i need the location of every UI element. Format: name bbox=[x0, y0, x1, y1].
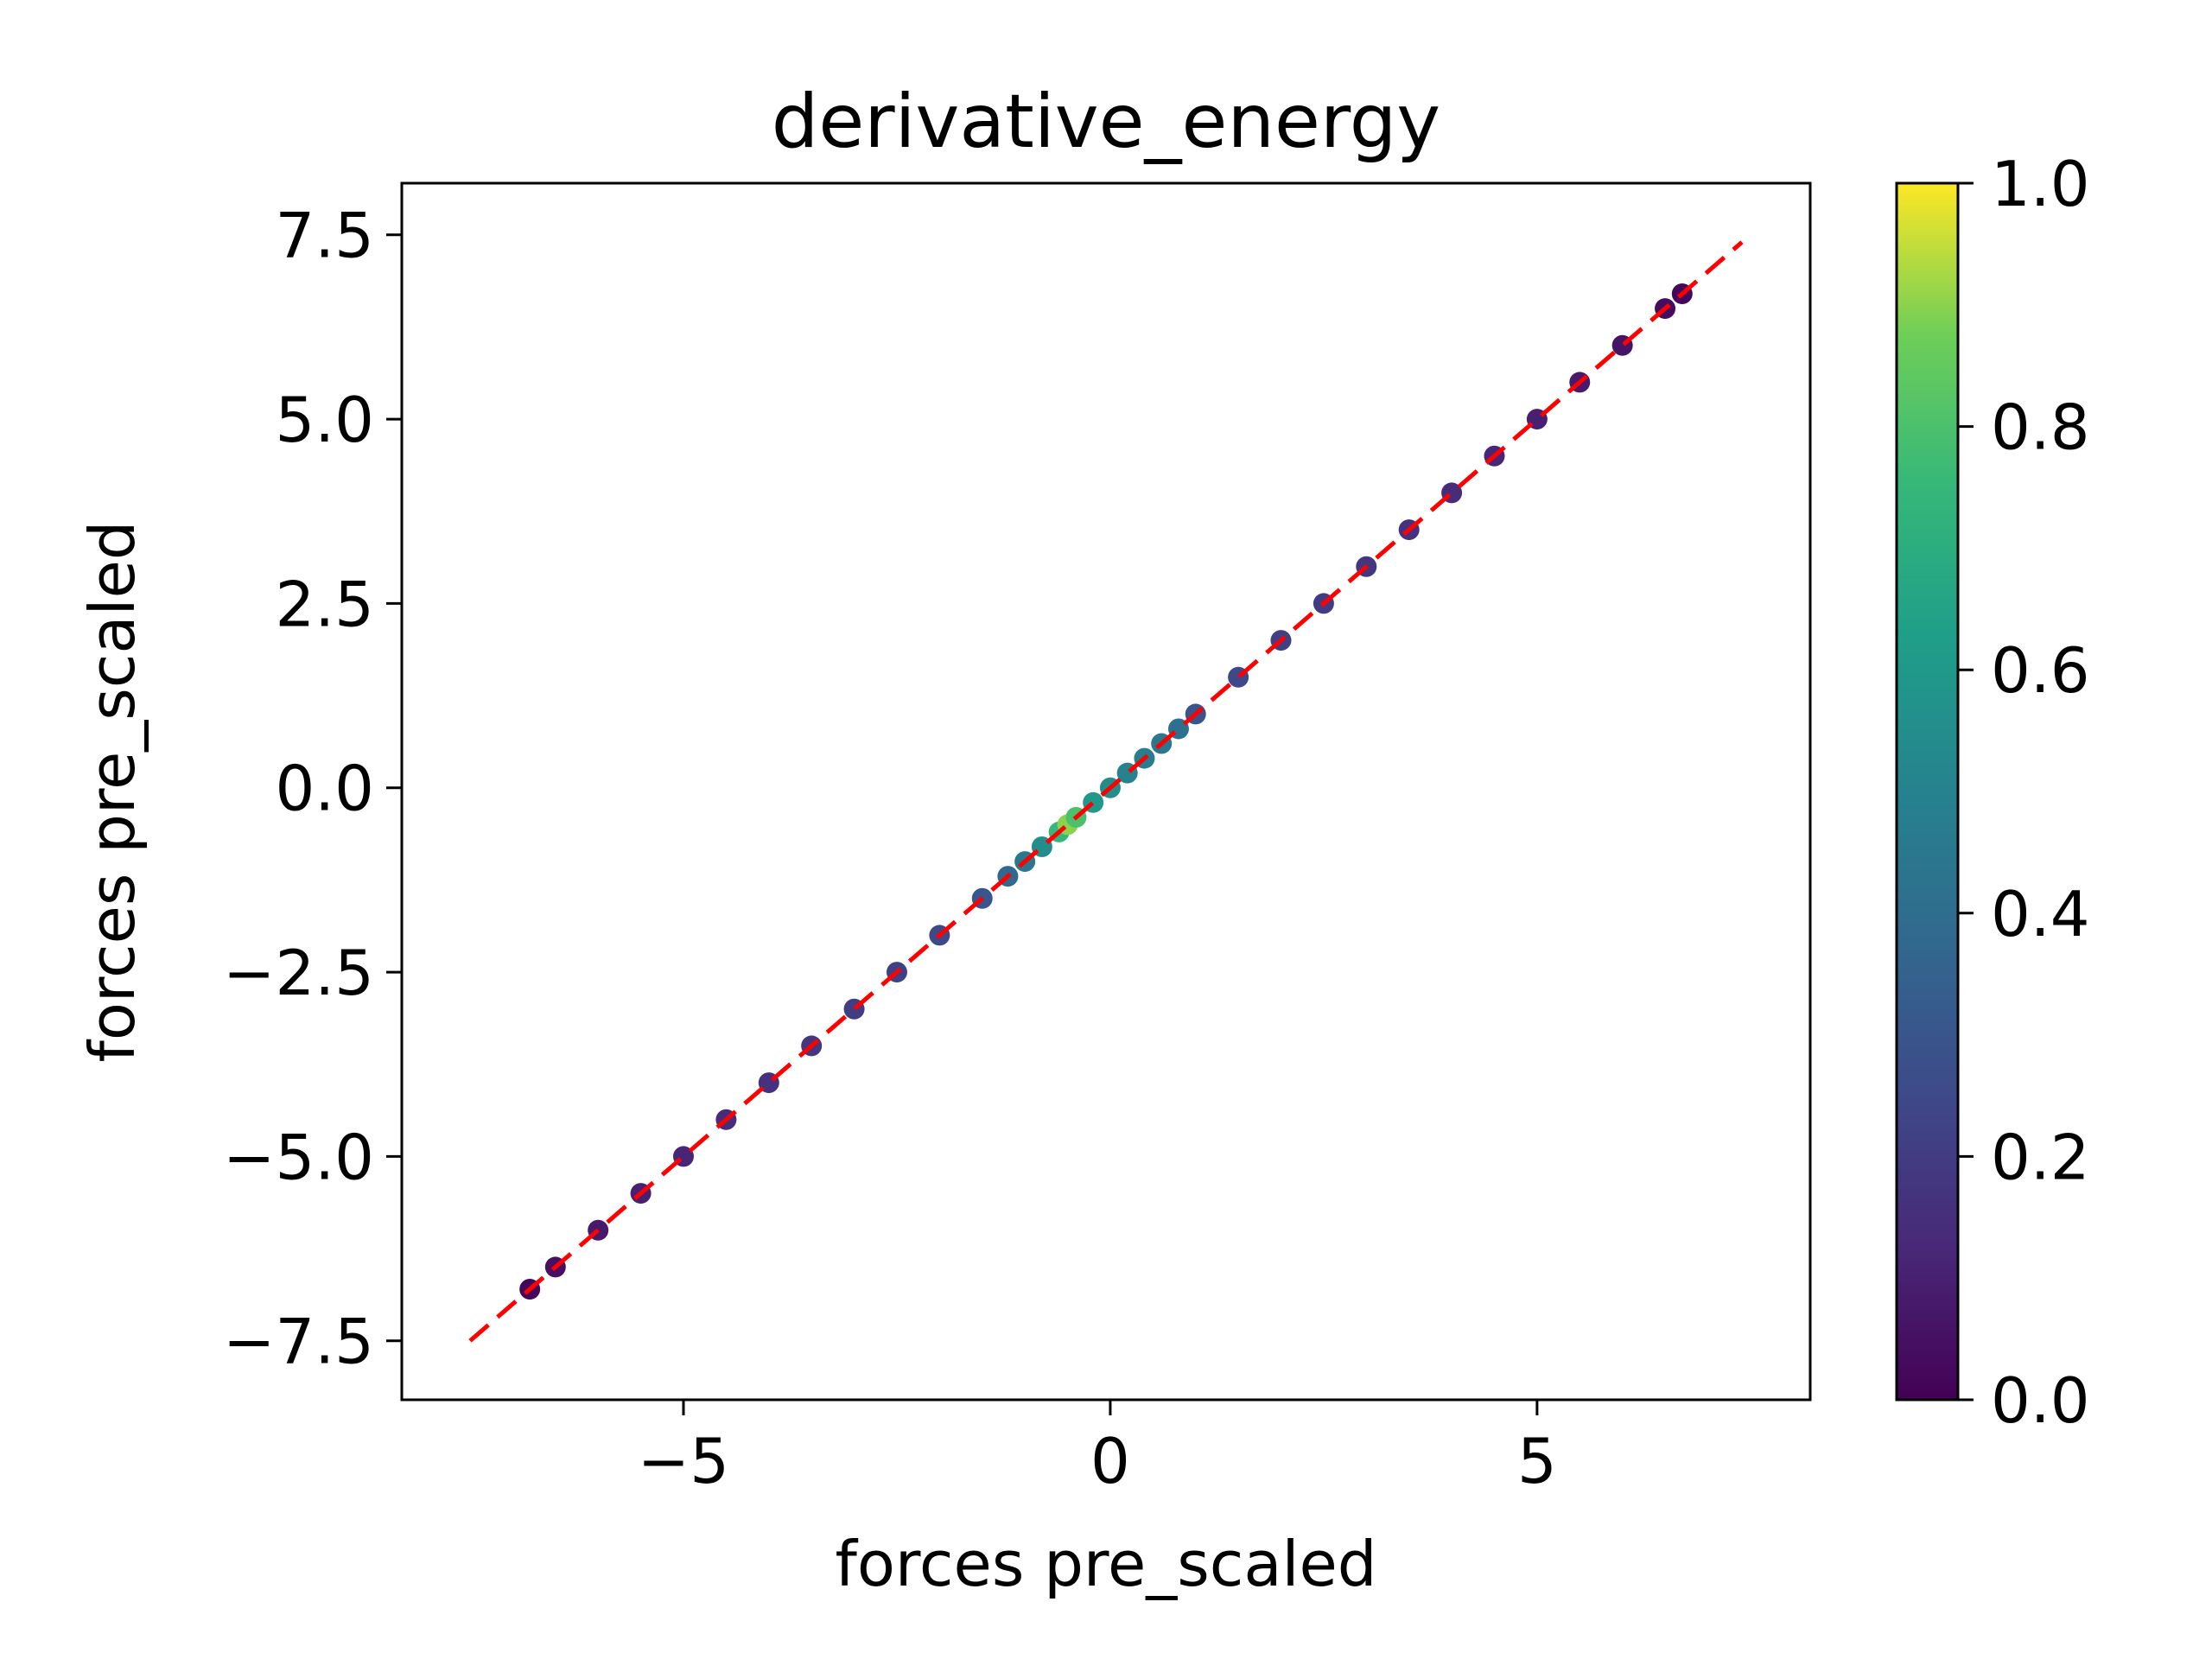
y-axis: −7.5 −5.0 −2.5 0.0 2.5 5.0 7.5 bbox=[223, 200, 402, 1378]
y-tick-label: 7.5 bbox=[275, 200, 374, 272]
colorbar-tick-label: 1.0 bbox=[1991, 148, 2090, 220]
colorbar-tick-label: 0.6 bbox=[1991, 634, 2090, 707]
x-axis-label: forces pre_scaled bbox=[836, 1528, 1377, 1600]
y-tick-label: 2.5 bbox=[275, 568, 374, 640]
colorbar-tick-label: 0.4 bbox=[1991, 878, 2090, 950]
chart-title: derivative_energy bbox=[772, 79, 1440, 165]
x-tick-label: −5 bbox=[638, 1425, 729, 1497]
y-tick-label: 5.0 bbox=[275, 384, 374, 456]
reference-line bbox=[468, 240, 1744, 1343]
x-tick-label: 5 bbox=[1517, 1425, 1557, 1497]
colorbar-gradient bbox=[1895, 181, 1960, 1402]
y-tick-label: −5.0 bbox=[223, 1121, 374, 1193]
colorbar: 0.0 0.2 0.4 0.6 0.8 1.0 bbox=[1895, 148, 2090, 1437]
y-tick-label: −2.5 bbox=[223, 937, 374, 1009]
colorbar-tick-label: 0.2 bbox=[1991, 1121, 2090, 1193]
y-axis-label: forces pre_scaled bbox=[76, 521, 149, 1063]
colorbar-ticks: 0.0 0.2 0.4 0.6 0.8 1.0 bbox=[1958, 148, 2090, 1437]
colorbar-tick-label: 0.0 bbox=[1991, 1364, 2090, 1437]
x-axis: −5 0 5 bbox=[638, 1400, 1557, 1497]
plot-area: −5 0 5 −7.5 −5.0 −2.5 0.0 2.5 5.0 7.5 bbox=[223, 181, 1812, 1497]
x-tick-label: 0 bbox=[1090, 1425, 1130, 1497]
plot-frame bbox=[400, 181, 1812, 1402]
colorbar-tick-label: 0.8 bbox=[1991, 391, 2090, 464]
y-tick-label: −7.5 bbox=[223, 1306, 374, 1378]
y-tick-label: 0.0 bbox=[275, 753, 374, 825]
